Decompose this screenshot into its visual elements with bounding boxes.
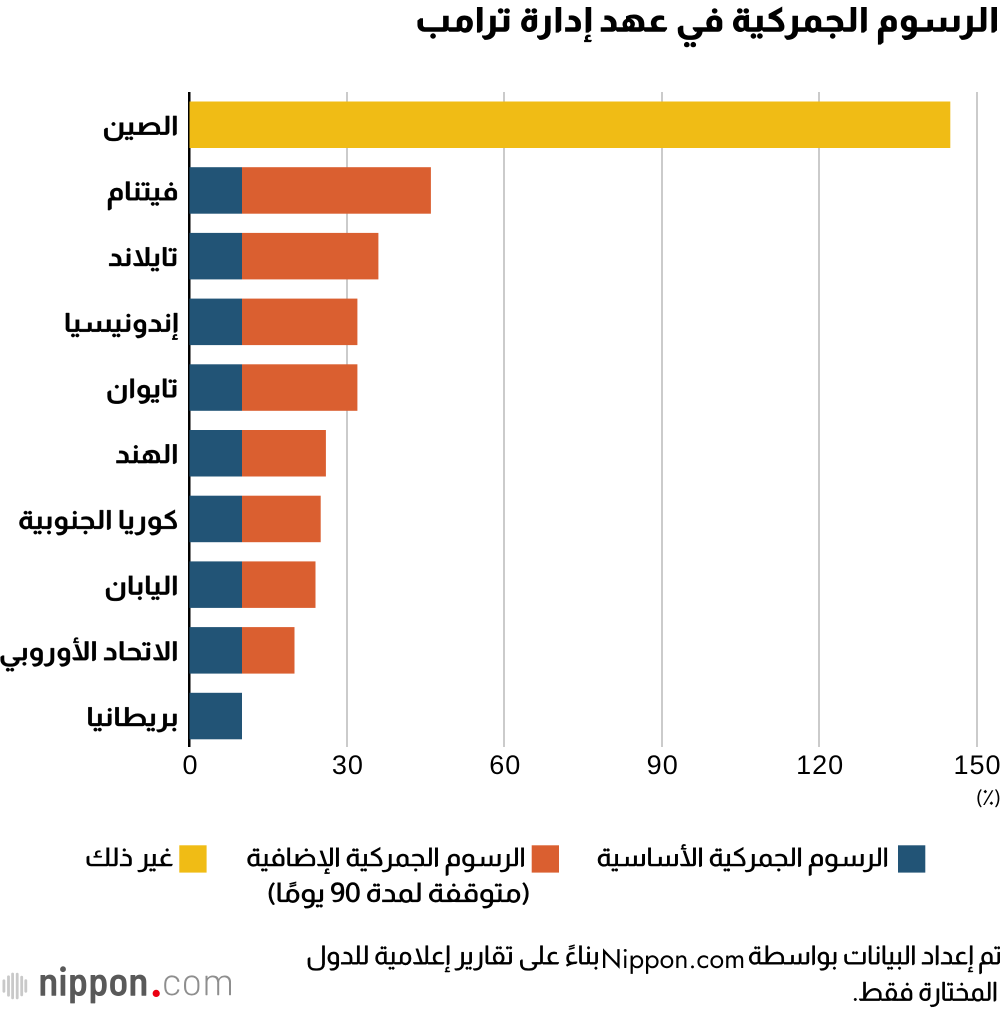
svg-text:120: 120: [796, 750, 844, 780]
svg-text:30: 30: [332, 750, 364, 780]
svg-text:90: 90: [647, 750, 679, 780]
svg-text:0: 0: [182, 750, 198, 780]
svg-text:150: 150: [953, 750, 1000, 780]
svg-text:60: 60: [489, 750, 521, 780]
